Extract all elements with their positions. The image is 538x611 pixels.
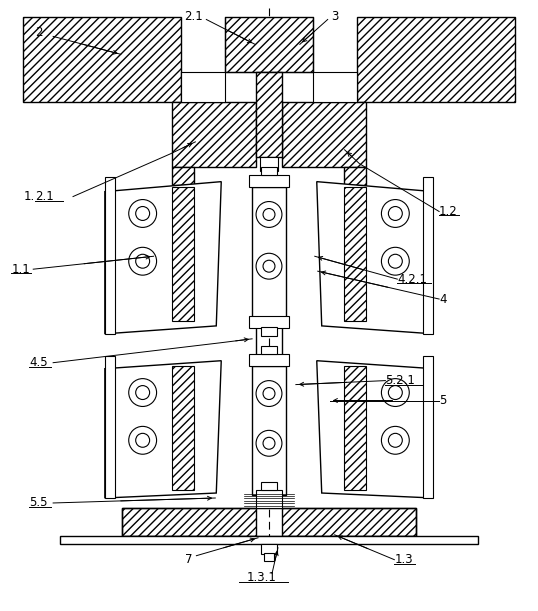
- Bar: [313, 72, 357, 102]
- Circle shape: [263, 387, 275, 400]
- Circle shape: [256, 202, 282, 227]
- Text: 4: 4: [439, 293, 447, 306]
- Bar: [256, 490, 282, 508]
- Bar: [252, 366, 286, 495]
- Polygon shape: [23, 18, 181, 102]
- Bar: [181, 72, 225, 102]
- Text: 1.2: 1.2: [439, 205, 458, 218]
- Bar: [423, 356, 433, 498]
- Text: 1.3: 1.3: [394, 553, 413, 566]
- Bar: [105, 356, 115, 498]
- Polygon shape: [122, 508, 256, 536]
- Bar: [264, 169, 274, 178]
- Bar: [252, 186, 286, 321]
- Circle shape: [129, 379, 157, 406]
- Text: 7: 7: [185, 553, 192, 566]
- Circle shape: [263, 208, 275, 221]
- Circle shape: [388, 254, 402, 268]
- Bar: [257, 561, 281, 611]
- Circle shape: [263, 260, 275, 272]
- Circle shape: [136, 254, 150, 268]
- Text: 5.5: 5.5: [29, 497, 48, 510]
- Bar: [261, 167, 277, 175]
- Text: 5: 5: [439, 394, 447, 407]
- Circle shape: [136, 207, 150, 221]
- Polygon shape: [172, 366, 194, 490]
- Polygon shape: [317, 181, 433, 334]
- Text: 4.5: 4.5: [29, 356, 48, 369]
- Bar: [249, 175, 289, 186]
- Circle shape: [129, 247, 157, 275]
- Circle shape: [129, 200, 157, 227]
- Circle shape: [388, 386, 402, 400]
- Bar: [423, 177, 433, 334]
- Circle shape: [388, 207, 402, 221]
- Polygon shape: [172, 186, 194, 321]
- Bar: [122, 508, 416, 536]
- Polygon shape: [357, 18, 515, 102]
- Circle shape: [381, 379, 409, 406]
- Text: 3: 3: [331, 10, 338, 23]
- Text: 5.2.1: 5.2.1: [385, 374, 415, 387]
- Circle shape: [388, 433, 402, 447]
- Polygon shape: [317, 360, 433, 498]
- Polygon shape: [282, 102, 366, 167]
- Polygon shape: [172, 167, 194, 185]
- Circle shape: [381, 200, 409, 227]
- Text: 2.1: 2.1: [35, 190, 54, 203]
- Circle shape: [256, 254, 282, 279]
- Circle shape: [129, 426, 157, 454]
- Polygon shape: [105, 360, 221, 498]
- Text: 2.1: 2.1: [184, 10, 203, 23]
- Bar: [261, 327, 277, 336]
- Text: 2: 2: [36, 26, 43, 39]
- Circle shape: [136, 386, 150, 400]
- Polygon shape: [256, 72, 282, 157]
- Text: 1.3.1: 1.3.1: [247, 571, 277, 584]
- Circle shape: [263, 437, 275, 449]
- Bar: [261, 544, 277, 554]
- Bar: [261, 346, 277, 354]
- Circle shape: [256, 381, 282, 406]
- Polygon shape: [344, 167, 366, 185]
- Text: 4.2.1: 4.2.1: [398, 273, 427, 285]
- Bar: [60, 536, 478, 544]
- Bar: [105, 177, 115, 334]
- Text: 1.1: 1.1: [11, 263, 30, 276]
- Circle shape: [381, 426, 409, 454]
- Polygon shape: [105, 181, 221, 334]
- Polygon shape: [172, 102, 256, 167]
- Polygon shape: [282, 508, 416, 536]
- Circle shape: [381, 247, 409, 275]
- Bar: [249, 316, 289, 328]
- Circle shape: [136, 433, 150, 447]
- Text: 1.: 1.: [23, 190, 34, 203]
- Bar: [249, 354, 289, 366]
- Circle shape: [256, 430, 282, 456]
- Polygon shape: [225, 18, 313, 72]
- Polygon shape: [344, 366, 366, 490]
- Bar: [260, 157, 278, 170]
- Polygon shape: [344, 186, 366, 321]
- Bar: [264, 553, 274, 561]
- Bar: [261, 482, 277, 490]
